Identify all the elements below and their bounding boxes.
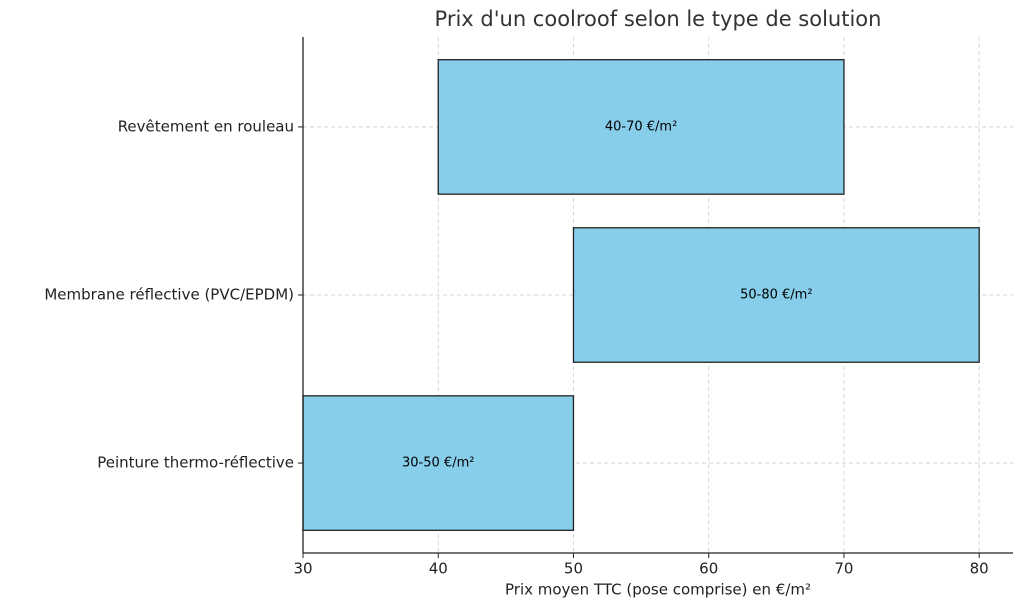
bar bbox=[437, 59, 845, 195]
y-tick-label: Peinture thermo-réflective bbox=[97, 454, 294, 472]
x-tick-label: 40 bbox=[429, 560, 448, 578]
y-tick-label: Membrane réflective (PVC/EPDM) bbox=[44, 286, 294, 304]
x-tick-label: 70 bbox=[834, 560, 853, 578]
chart-title: Prix d'un coolroof selon le type de solu… bbox=[435, 7, 882, 31]
x-tick-label: 30 bbox=[293, 560, 312, 578]
x-tick-label: 80 bbox=[970, 560, 989, 578]
x-tick-label: 50 bbox=[564, 560, 583, 578]
data-label: 30-50 €/m² bbox=[402, 456, 474, 471]
bar bbox=[302, 395, 575, 531]
data-label: 40-70 €/m² bbox=[605, 119, 677, 134]
x-tick-label: 60 bbox=[699, 560, 718, 578]
y-tick-label: Revêtement en rouleau bbox=[118, 117, 294, 135]
x-axis-label: Prix moyen TTC (pose comprise) en €/m² bbox=[505, 581, 811, 599]
bar bbox=[572, 227, 980, 363]
data-label: 50-80 €/m² bbox=[740, 288, 812, 303]
